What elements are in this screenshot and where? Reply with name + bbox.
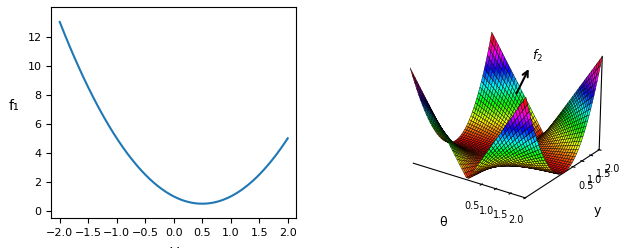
Text: $f_2$: $f_2$ bbox=[532, 48, 543, 64]
Y-axis label: y: y bbox=[594, 204, 601, 217]
X-axis label: ω: ω bbox=[168, 244, 180, 248]
X-axis label: θ: θ bbox=[439, 216, 447, 229]
Y-axis label: f₁: f₁ bbox=[8, 99, 19, 113]
